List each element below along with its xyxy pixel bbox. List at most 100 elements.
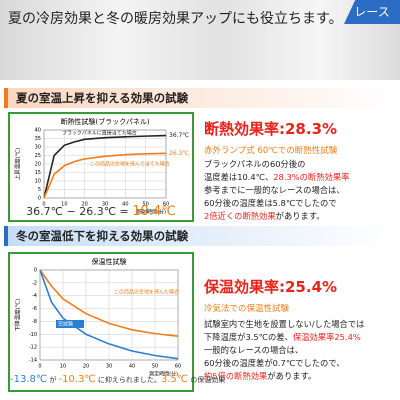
x-tick-label: 60 (163, 202, 169, 208)
text: 60分後の温度差が0.7℃でしたので、 (204, 358, 345, 368)
series-label: この商品の生地を挟んで当てた場合 (90, 161, 170, 168)
series-label: この商品の生地を挟んだ場合 (114, 289, 179, 296)
series-label: ブラックパネルに直接当てた場合 (62, 130, 137, 137)
result-part: の保温効果 (188, 376, 226, 384)
result-part: が (47, 376, 59, 384)
y-tick-label: -8 (32, 319, 37, 325)
y-tick-label: -6 (32, 306, 37, 312)
result-part: 3.5℃ (160, 374, 189, 385)
text: があります。 (267, 371, 317, 381)
text: 一般的なレースの場合は、 (204, 345, 304, 355)
text-line: 参考までに一般的なレースの場合は、 (204, 184, 349, 197)
text: 28.3%の断熱効果率 (273, 172, 350, 182)
text: 60分後の温度差は5.8℃でしたので (204, 198, 337, 208)
y-tick-label: 5 (38, 187, 41, 193)
y-tick-label: -2 (32, 280, 37, 286)
section-header: 冬の室温低下を抑える効果の試験 (4, 226, 396, 246)
text: 2倍近くの断熱効果 (204, 211, 276, 221)
series-label: 空試験 (58, 321, 73, 328)
x-tick-label: 40 (122, 202, 128, 208)
result-part: 10.4℃ (132, 204, 176, 219)
banner-title: 夏の冷房効果と冬の暖房効果アップにも役立ちます。 (8, 11, 343, 27)
x-axis-label: 照射時間(分) (137, 209, 166, 216)
y-axis-label: 上昇温度(℃) (14, 148, 22, 180)
line (43, 134, 167, 199)
chart-box: 断熱性試験(ブラックパネル) 上昇温度(℃) 照射時間(分) 0 5 10 15 20 25 30… (8, 112, 194, 222)
y-tick-label: 20 (35, 162, 41, 168)
x-tick-label: 10 (61, 202, 67, 208)
y-tick-label: 15 (35, 170, 41, 176)
y-tick-label: 10 (35, 179, 41, 185)
line (43, 152, 167, 199)
y-tick-label: 25 (35, 153, 41, 159)
y-axis-label: 下降温度(℃) (14, 299, 22, 331)
text: 保温効果率25.4% (292, 332, 361, 342)
y-tick-label: 35 (35, 136, 41, 142)
text: があります。 (275, 211, 325, 221)
chart-box: 保温性試験 下降温度(℃) 測定時間(分) 0 -2 -4 -6 -8 -10 -12 -14 0 10… (8, 252, 194, 392)
y-tick-label: 0 (38, 196, 41, 202)
x-tick-label: 30 (106, 364, 112, 370)
text-line: 2倍近くの断熱効果があります。 (204, 210, 349, 223)
text-line: 温度差は10.4℃、28.3%の断熱効果率 (204, 171, 349, 184)
text: 温度差は10.4℃、 (204, 172, 274, 182)
body: 試験室内で生地を設置しない/した場合では 下降温度が3.5℃の差、保温効果率25.… (204, 318, 364, 383)
y-tick-label: -10 (29, 332, 37, 338)
end-label: 36.7℃ (169, 132, 189, 139)
y-tick-label: 30 (35, 145, 41, 151)
text-line: ブラックパネルの60分後の (204, 158, 349, 171)
x-tick-label: 60 (175, 364, 181, 370)
text: 参考までに一般的なレースの場合は、 (204, 185, 345, 195)
method: 冷気法での保温性試験 (204, 304, 290, 314)
x-tick-label: 0 (42, 202, 45, 208)
line (39, 269, 179, 338)
text-line: 60分後の温度差が0.7℃でしたので、 (204, 357, 364, 370)
body: ブラックパネルの60分後の 温度差は10.4℃、28.3%の断熱効果率 参考までに一… (204, 158, 349, 223)
y-tick-label: -14 (29, 358, 37, 364)
result-part: -13.8℃ (10, 374, 48, 385)
x-tick-label: 20 (83, 364, 89, 370)
plot-frame (39, 269, 179, 361)
tag: レース (344, 0, 400, 24)
chart-title: 保温性試験 (92, 257, 127, 266)
text-line: 約5倍の断熱効果があります。 (204, 370, 364, 383)
method: 赤外ランプ式 60℃での断熱性試験 (204, 146, 338, 156)
x-tick-label: 30 (102, 202, 108, 208)
rate: 保温効果率:25.4% (204, 278, 338, 296)
text-line: 60分後の温度差は5.8℃でしたので (204, 197, 349, 210)
result-part: -10.3℃ (58, 374, 96, 385)
y-tick-label: -4 (32, 293, 37, 299)
x-tick-label: 10 (60, 364, 66, 370)
result: 36.7℃ − 26.3℃ = 10.4℃ (10, 204, 192, 219)
y-tick-label: -12 (29, 345, 37, 351)
result-part: に抑えられました。 (95, 376, 161, 384)
x-axis-label: 測定時間(分) (149, 371, 178, 378)
text: ブラックパネルの60分後の (204, 159, 306, 169)
plot-frame (43, 129, 167, 199)
text: 約5倍の断熱効果 (204, 371, 268, 381)
x-tick-label: 40 (129, 364, 135, 370)
text: 試験室内で生地を設置しない/した場合では (204, 319, 365, 329)
chart: 断熱性試験(ブラックパネル) 上昇温度(℃) 照射時間(分) 0 5 10 15 20 25 30… (14, 117, 190, 216)
x-tick-label: 0 (38, 364, 41, 370)
y-tick-label: 40 (35, 128, 41, 134)
x-tick-label: 50 (142, 202, 148, 208)
x-tick-label: 50 (152, 364, 158, 370)
text-line: 試験室内で生地を設置しない/した場合では (204, 318, 364, 331)
result-part: 36.7℃ − 26.3℃ = (26, 205, 133, 218)
section-header: 夏の室温上昇を抑える効果の試験 (4, 88, 396, 108)
y-tick-label: 0 (34, 268, 37, 274)
result: -13.8℃ が -10.3℃ に抑えられました。3.5℃ の保温効果 (10, 374, 225, 385)
text-line: 下降温度が3.5℃の差、保温効果率25.4% (204, 331, 364, 344)
text: 下降温度が3.5℃の差、 (204, 332, 293, 342)
banner (0, 0, 400, 80)
text-line: 一般的なレースの場合は、 (204, 344, 364, 357)
x-tick-label: 20 (81, 202, 87, 208)
chart-title: 断熱性試験(ブラックパネル) (60, 117, 149, 126)
rate: 断熱効果率:28.3% (204, 120, 338, 138)
end-label: 26.3℃ (169, 150, 189, 157)
line (39, 269, 179, 360)
label-box (56, 320, 84, 328)
